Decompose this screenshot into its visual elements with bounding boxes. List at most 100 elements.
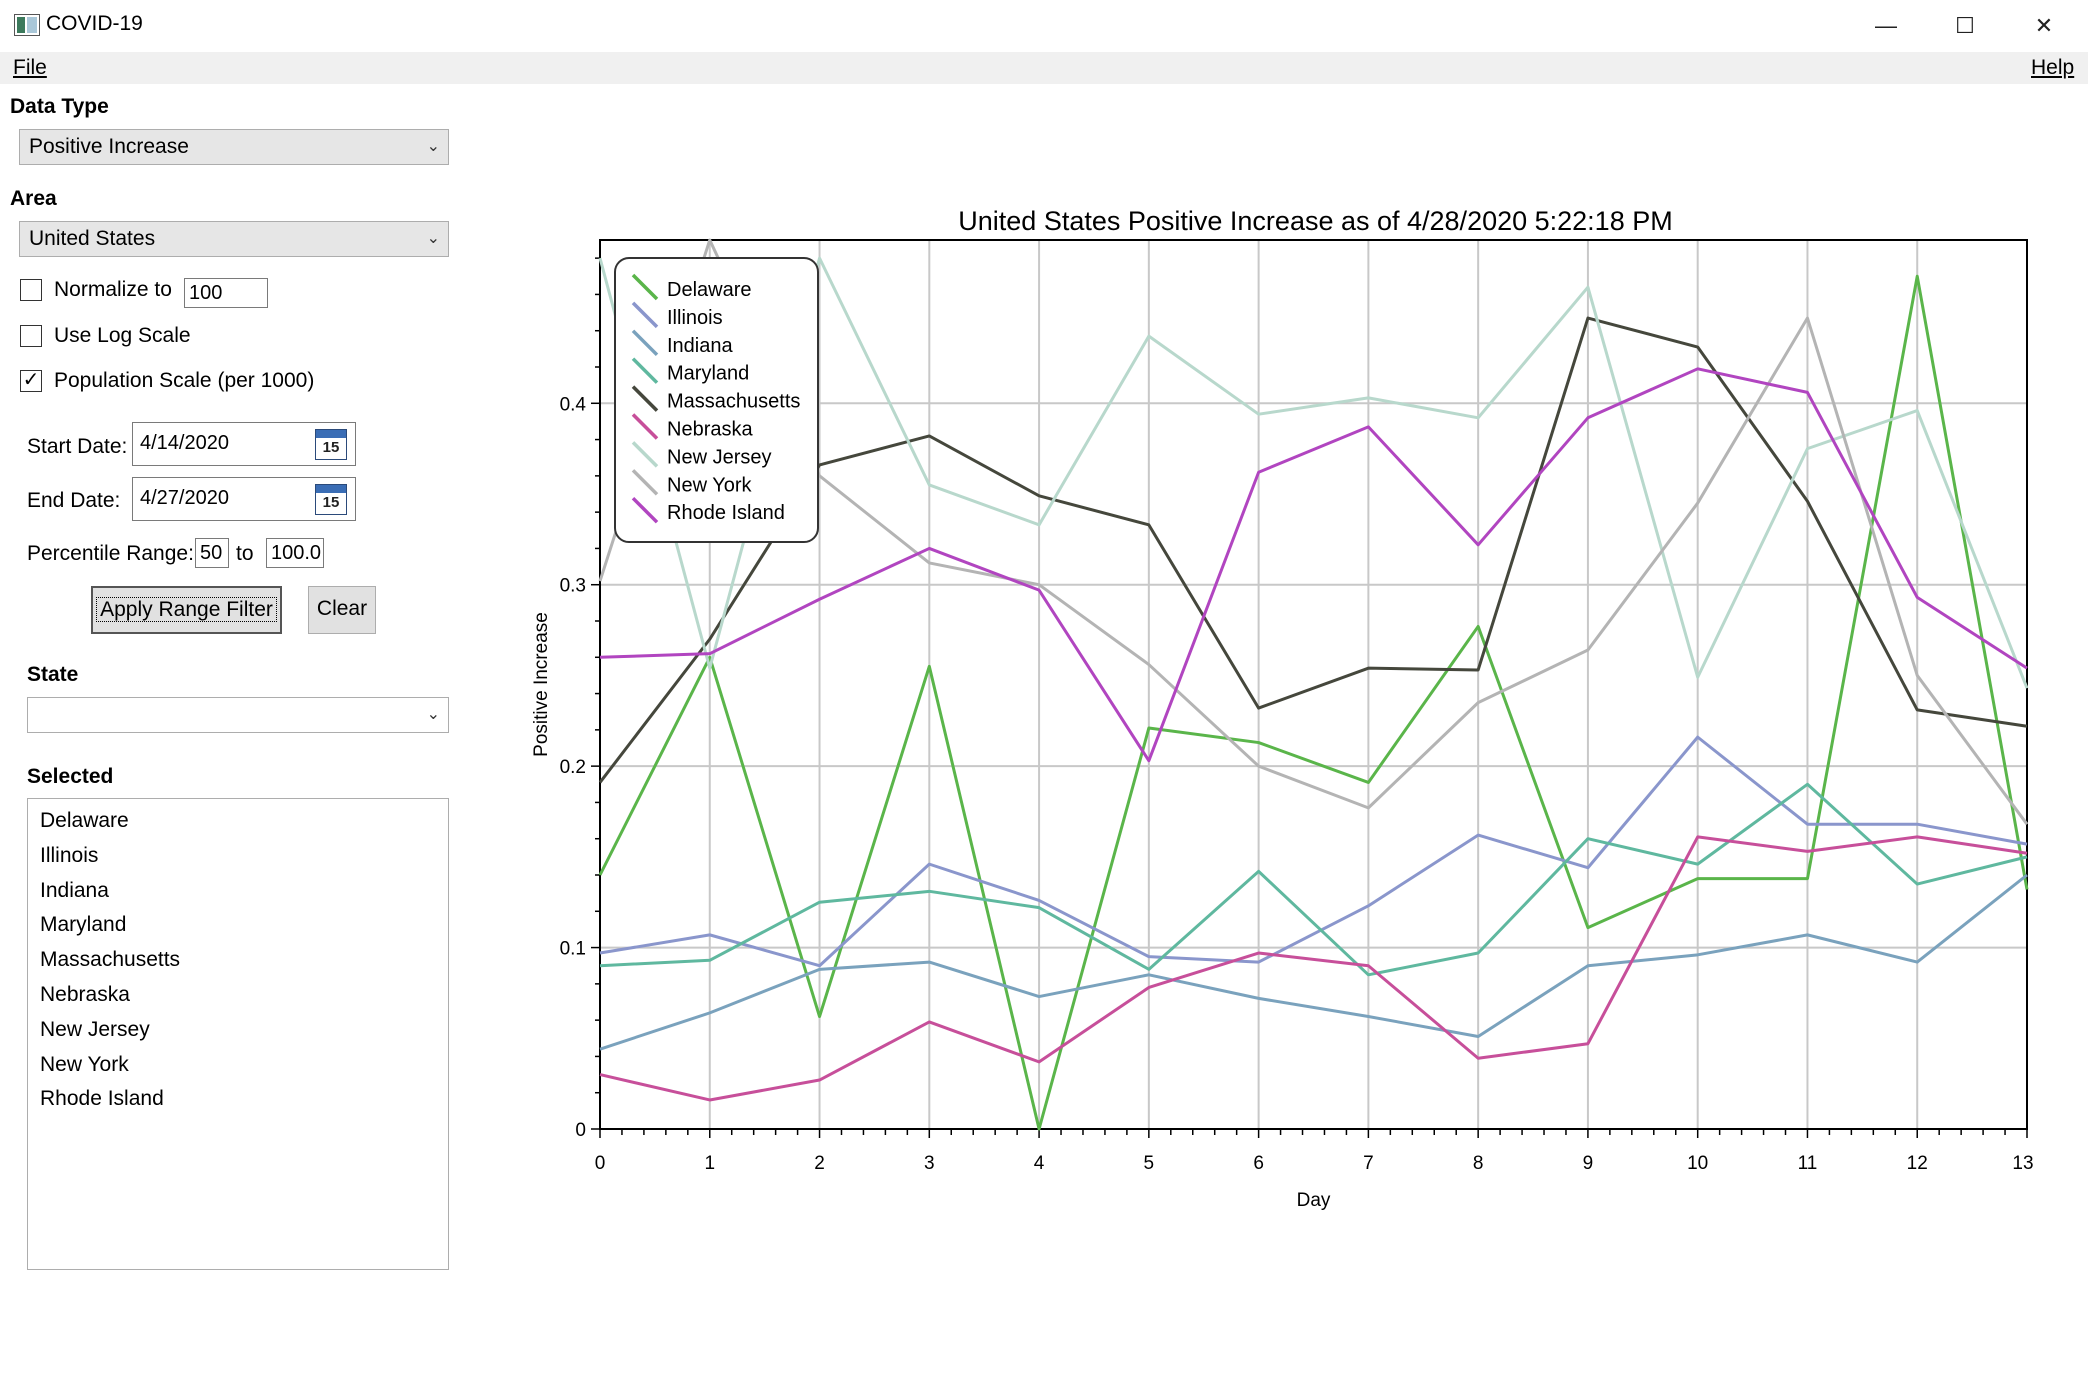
x-tick-label: 2 [814, 1153, 825, 1174]
end-date-value: 4/27/2020 [140, 487, 229, 509]
legend-swatch [631, 301, 659, 329]
series-line [598, 274, 2029, 1131]
x-tick-label: 9 [1583, 1153, 1594, 1174]
legend-label: New York [667, 474, 752, 496]
menu-bar: File Help [0, 52, 2088, 84]
list-item[interactable]: Rhode Island [40, 1087, 164, 1111]
data-type-value: Positive Increase [29, 135, 189, 158]
list-item[interactable]: Indiana [40, 878, 109, 902]
normalize-input[interactable]: 100 [184, 278, 268, 308]
start-date-picker[interactable]: 4/14/2020 15 [132, 422, 356, 466]
legend-swatch [631, 329, 659, 357]
list-item[interactable]: New York [40, 1052, 129, 1076]
legend-swatch [631, 273, 659, 301]
apply-range-filter-label: Apply Range Filter [96, 597, 277, 622]
state-dropdown[interactable]: ⌄ [27, 697, 449, 733]
legend-swatch [631, 496, 659, 524]
menu-file[interactable]: File [13, 56, 47, 79]
start-date-value: 4/14/2020 [140, 432, 229, 454]
x-tick-label: 12 [1907, 1153, 1928, 1174]
calendar-icon-number: 15 [322, 439, 340, 456]
end-date-label: End Date: [27, 489, 121, 512]
maximize-button[interactable]: ☐ [1935, 6, 1995, 46]
normalize-checkbox[interactable] [20, 279, 42, 301]
x-axis-label: Day [1297, 1190, 1331, 1211]
x-tick-label: 8 [1473, 1153, 1484, 1174]
y-tick-label: 0.4 [560, 394, 587, 415]
legend-label: Indiana [667, 335, 733, 357]
area-dropdown[interactable]: United States ⌄ [19, 221, 449, 257]
percentile-label: Percentile Range: [27, 542, 194, 565]
data-type-dropdown[interactable]: Positive Increase ⌄ [19, 129, 449, 165]
start-date-label: Start Date: [27, 435, 128, 458]
series-line [599, 873, 2028, 1051]
legend-swatch [631, 357, 659, 384]
calendar-icon[interactable]: 15 [315, 429, 347, 460]
x-tick-label: 11 [1798, 1153, 1818, 1174]
list-item[interactable]: Massachusetts [40, 948, 181, 972]
x-tick-label: 5 [1144, 1153, 1155, 1174]
window-title: COVID-19 [46, 12, 143, 35]
y-axis-label: Positive Increase [531, 612, 552, 757]
legend-swatch [631, 385, 659, 412]
normalize-label: Normalize to [54, 278, 172, 301]
log-scale-label: Use Log Scale [54, 324, 191, 347]
legend-swatch [631, 441, 659, 468]
selected-listbox[interactable]: Delaware Illinois Indiana Maryland Massachus… [27, 798, 449, 1270]
menu-help[interactable]: Help [2031, 56, 2075, 79]
log-scale-checkbox[interactable] [20, 325, 42, 347]
chart-title: United States Positive Increase as of 4/… [958, 206, 1672, 236]
percentile-to-input[interactable]: 100.0 [266, 538, 324, 568]
calendar-icon[interactable]: 15 [315, 484, 347, 515]
data-type-label: Data Type [10, 95, 109, 118]
y-tick-label: 0.3 [560, 576, 586, 597]
legend-swatch [631, 413, 659, 440]
selected-label: Selected [27, 765, 114, 788]
list-item[interactable]: Maryland [40, 913, 127, 937]
maximize-icon: ☐ [1955, 13, 1975, 38]
population-scale-label: Population Scale (per 1000) [54, 369, 315, 392]
series-line [599, 835, 2028, 1102]
chevron-down-icon: ⌄ [426, 138, 440, 155]
series-line [598, 256, 2029, 689]
area-value: United States [29, 227, 156, 250]
list-item[interactable]: Delaware [40, 809, 129, 832]
legend-label: Rhode Island [667, 502, 785, 524]
legend-label: Delaware [667, 279, 751, 301]
close-icon: ✕ [2034, 13, 2054, 38]
minimize-icon: — [1875, 13, 1897, 38]
apply-range-filter-button[interactable]: Apply Range Filter [91, 586, 282, 634]
chevron-down-icon: ⌄ [426, 230, 440, 247]
list-item[interactable]: Illinois [40, 843, 99, 867]
series-line [599, 367, 2028, 763]
legend-label: Maryland [667, 363, 749, 385]
legend-label: Nebraska [667, 419, 753, 441]
series-line [598, 238, 2029, 826]
chevron-down-icon: ⌄ [426, 706, 440, 723]
x-tick-label: 4 [1034, 1153, 1045, 1174]
percentile-from-input[interactable]: 50 [195, 538, 229, 568]
series-line [599, 735, 2028, 968]
clear-button[interactable]: Clear [308, 586, 376, 634]
x-tick-label: 1 [704, 1153, 715, 1174]
x-tick-label: 3 [924, 1153, 935, 1174]
legend-label: Massachusetts [667, 391, 800, 413]
list-item[interactable]: Nebraska [40, 983, 130, 1006]
list-item[interactable]: New Jersey [40, 1017, 150, 1041]
legend-label: New Jersey [667, 446, 771, 468]
state-label: State [27, 663, 79, 686]
x-tick-label: 13 [2012, 1153, 2033, 1174]
percentile-to-label: to [236, 542, 254, 565]
calendar-icon-number: 15 [322, 494, 340, 511]
x-tick-label: 6 [1253, 1153, 1264, 1174]
minimize-button[interactable]: — [1856, 6, 1916, 46]
legend-swatch [631, 469, 659, 496]
legend-label: Illinois [667, 307, 723, 329]
legend-box [614, 257, 819, 543]
population-scale-checkbox[interactable]: ✓ [20, 370, 42, 392]
end-date-picker[interactable]: 4/27/2020 15 [132, 477, 356, 521]
y-tick-label: 0.1 [560, 939, 586, 960]
series-line [599, 782, 2028, 977]
close-button[interactable]: ✕ [2014, 6, 2074, 46]
